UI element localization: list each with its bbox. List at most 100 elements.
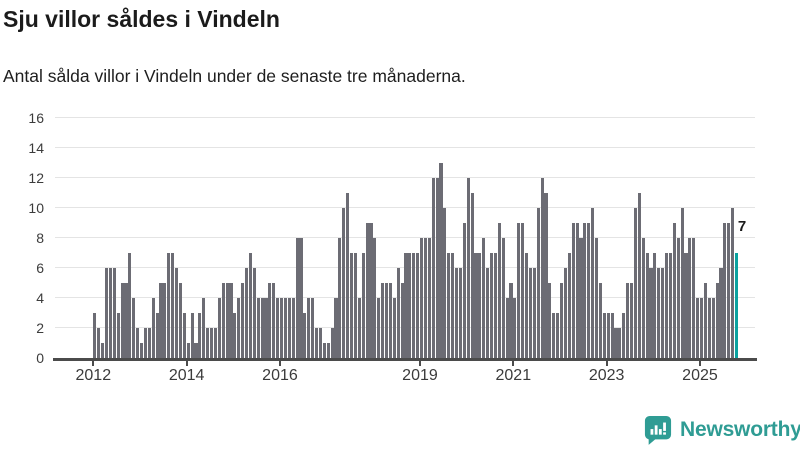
bar (373, 237, 377, 358)
bar (606, 312, 610, 358)
bar (443, 207, 447, 358)
bar (136, 327, 140, 358)
bar (458, 267, 462, 358)
bar (501, 237, 505, 358)
bar (431, 177, 435, 358)
x-tick-label: 2021 (495, 367, 532, 384)
bar (287, 297, 291, 358)
bar (637, 192, 641, 358)
bar (579, 237, 583, 358)
bar (213, 327, 217, 358)
bar (412, 252, 416, 358)
x-tick-label: 2016 (262, 367, 298, 384)
bar (427, 237, 431, 358)
bar (699, 297, 704, 358)
bar (264, 297, 268, 358)
bar (536, 207, 540, 358)
bar (318, 327, 322, 358)
bar (633, 207, 637, 358)
bar (528, 267, 532, 358)
bar (474, 252, 478, 358)
y-gridline (55, 117, 755, 118)
bar (657, 267, 661, 358)
bar (618, 327, 622, 358)
bar (524, 252, 529, 358)
bar (668, 252, 672, 358)
bar (571, 222, 575, 358)
bar (629, 282, 634, 358)
bar (93, 312, 97, 358)
bar (688, 237, 692, 358)
bar (314, 327, 319, 358)
bar (139, 342, 144, 358)
bar (202, 297, 206, 358)
bar (559, 282, 564, 358)
bar (684, 252, 688, 358)
bar (703, 282, 707, 358)
bar (447, 252, 451, 358)
bar (190, 312, 194, 358)
bar (171, 252, 175, 358)
bar (155, 312, 159, 358)
bar (532, 267, 536, 358)
bar (338, 237, 342, 358)
bar (186, 342, 190, 358)
brand-name: Newsworthy (680, 418, 800, 441)
y-tick-label: 16 (28, 109, 44, 126)
bar (462, 222, 466, 358)
bar (159, 282, 163, 358)
y-tick-label: 4 (36, 289, 44, 306)
bar (556, 312, 560, 358)
bar (174, 267, 179, 358)
x-tick-label: 2014 (168, 367, 205, 384)
bar (540, 177, 544, 358)
bar (365, 222, 369, 358)
bar (151, 297, 155, 358)
bar (645, 252, 649, 358)
bar (279, 297, 284, 358)
bar (272, 282, 276, 358)
bar (587, 222, 591, 358)
bar (384, 282, 389, 358)
bar (229, 282, 233, 358)
bar (357, 297, 361, 358)
y-tick-label: 10 (28, 199, 44, 216)
bar (622, 312, 626, 358)
bar (482, 237, 486, 358)
bar (497, 222, 501, 358)
bar (167, 252, 171, 358)
bar (548, 282, 552, 358)
y-tick-label: 2 (36, 319, 44, 336)
bar (346, 192, 350, 358)
bar (653, 252, 657, 358)
bar (116, 312, 120, 358)
bar (731, 207, 735, 358)
bar (594, 237, 599, 358)
bar (108, 267, 112, 358)
bar (392, 297, 396, 358)
bar (283, 297, 287, 358)
bar (244, 267, 249, 358)
bar (334, 297, 338, 358)
bar (124, 282, 128, 358)
y-gridline (55, 207, 755, 209)
bar (104, 267, 109, 358)
bar (252, 267, 256, 358)
newsworthy-logo[interactable]: Newsworthy (644, 415, 800, 445)
x-axis-tick (92, 360, 95, 366)
bar (454, 267, 459, 358)
bar (132, 297, 136, 358)
bar (435, 177, 439, 358)
bar (552, 312, 556, 358)
bar (408, 252, 412, 358)
bar (466, 177, 470, 358)
x-axis-tick (418, 360, 421, 366)
bar (147, 327, 151, 358)
bar (326, 342, 330, 358)
y-tick-label: 14 (28, 139, 44, 156)
bar (598, 282, 602, 358)
bar (268, 282, 272, 358)
bar (563, 267, 567, 358)
bar (128, 252, 132, 358)
